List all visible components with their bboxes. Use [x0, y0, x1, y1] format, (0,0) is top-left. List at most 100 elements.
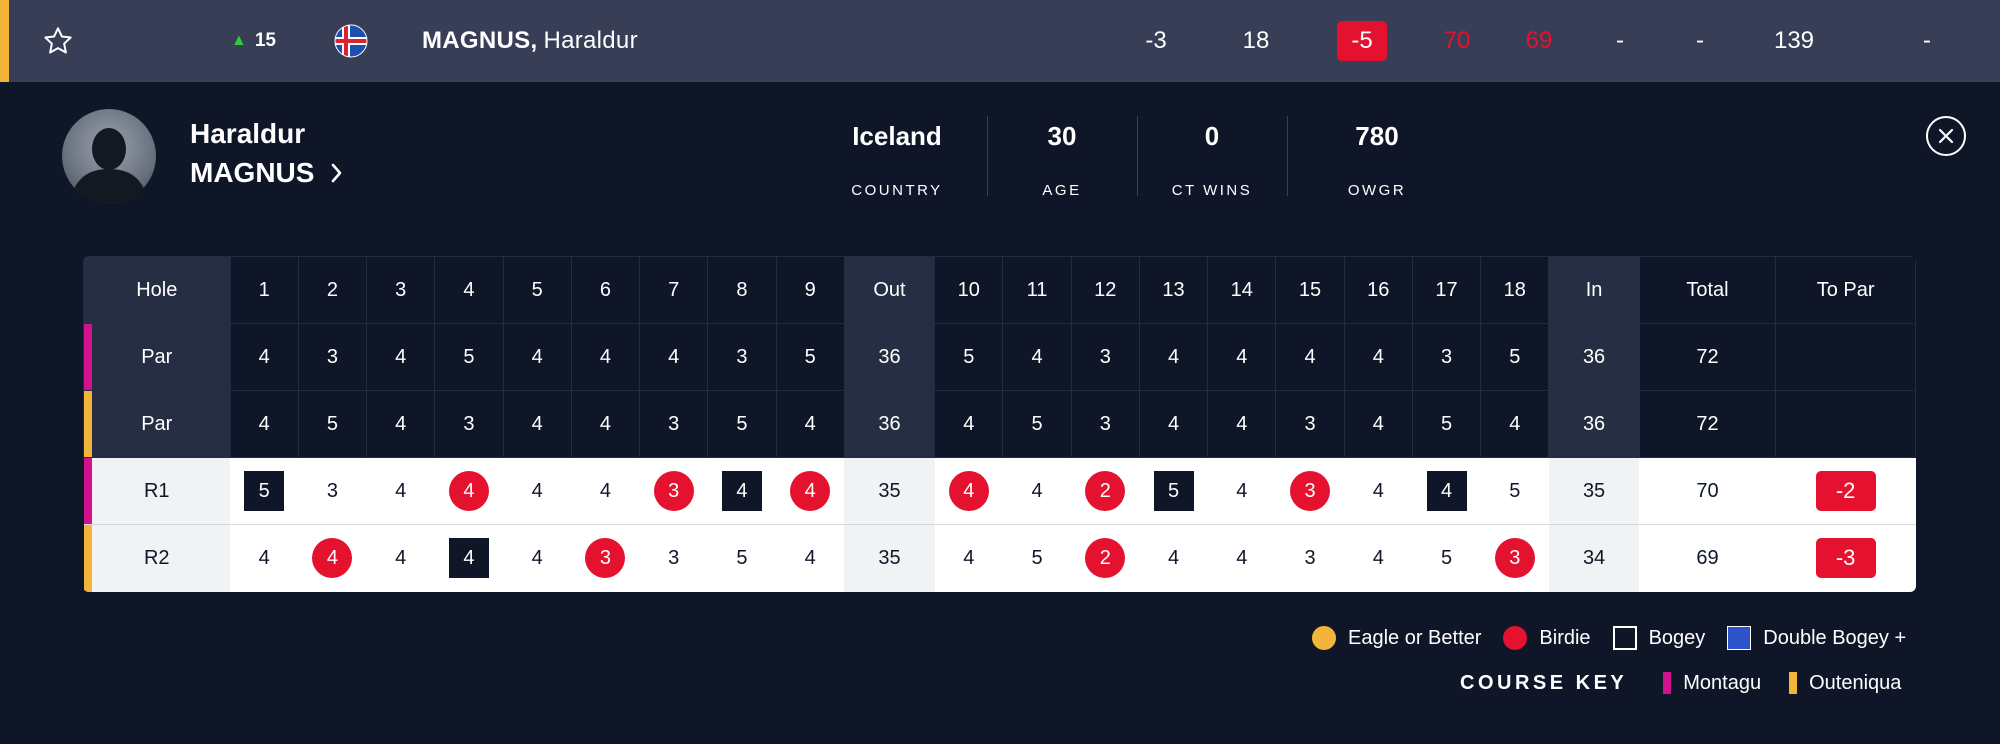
cell-value: Hole	[136, 278, 178, 301]
cell-h14: 4	[1207, 323, 1277, 391]
cell-h16: 4	[1343, 323, 1413, 391]
cell-h15: 3	[1275, 457, 1345, 525]
cell-h12: 2	[1071, 457, 1140, 525]
stat-label: OWGR	[1347, 182, 1407, 199]
cell-h5: 4	[502, 390, 572, 458]
stat-ct-wins: 0 CT WINS	[1137, 118, 1287, 199]
to-par-badge: -3	[1815, 538, 1876, 579]
cell-h15: 3	[1275, 524, 1345, 592]
cell-value: 17	[1435, 278, 1458, 301]
cell-in: In	[1548, 256, 1640, 324]
cell-value: 7	[668, 278, 680, 301]
cell-h3: 3	[366, 256, 436, 324]
bogey-marker: 4	[1426, 471, 1467, 511]
favorite-star-icon[interactable]	[40, 0, 76, 82]
cell-h11: 5	[1002, 390, 1072, 458]
cell-h12: 2	[1071, 524, 1140, 592]
cell-total: 72	[1638, 323, 1777, 391]
birdie-marker: 4	[312, 538, 353, 579]
round-4-score: -	[1696, 27, 1704, 54]
cell-value: 4	[1509, 412, 1521, 435]
cell-value: 5	[1440, 412, 1453, 435]
cell-h15: 3	[1275, 390, 1345, 458]
cell-h6: 3	[571, 524, 640, 592]
cell-value: 4	[963, 546, 975, 569]
cell-value: 5	[804, 345, 816, 368]
cell-out: Out	[843, 256, 936, 324]
cell-value: 36	[878, 412, 901, 435]
cell-value: 5	[531, 278, 543, 301]
legend-birdie: Birdie	[1503, 626, 1591, 650]
cell-value: 4	[463, 278, 475, 301]
cell-value: 4	[963, 412, 975, 435]
cell-h5: 4	[503, 524, 572, 592]
cell-value: 4	[395, 479, 407, 502]
cell-value: 34	[1582, 546, 1606, 569]
player-last-name-link[interactable]: MAGNUS	[190, 157, 315, 188]
cell-label: R2	[83, 524, 231, 592]
cell-h12: 3	[1070, 390, 1140, 458]
cell-value: 4	[531, 412, 543, 435]
cell-value: 3	[1304, 546, 1316, 569]
stat-country: Iceland COUNTRY	[822, 118, 972, 199]
close-button[interactable]	[1926, 116, 1966, 156]
cell-h4: 3	[434, 390, 504, 458]
cell-h16: 4	[1344, 524, 1413, 592]
cell-h2: 4	[298, 524, 367, 592]
stat-label: AGE	[1042, 182, 1082, 199]
cell-in: 36	[1548, 390, 1640, 458]
cell-h17: 17	[1411, 256, 1482, 324]
cell-value: 4	[395, 345, 407, 368]
cell-value: 5	[1440, 546, 1453, 569]
cell-value: 4	[395, 546, 407, 569]
legend-label: Double Bogey +	[1763, 626, 1907, 649]
birdie-marker: 3	[1494, 538, 1535, 579]
cell-to-par: -2	[1775, 457, 1916, 525]
cell-h8: 8	[707, 256, 777, 324]
cell-h4: 4	[434, 256, 504, 324]
cell-value: 6	[599, 278, 611, 301]
leaderboard-row[interactable]: ▲ 15 MAGNUS, Haraldur -3 18 -5 70 69 - -…	[0, 0, 2000, 82]
chevron-right-icon[interactable]	[330, 162, 344, 189]
cell-h13: 5	[1139, 457, 1208, 525]
player-name-link[interactable]: MAGNUS, Haraldur	[422, 0, 638, 82]
cell-h3: 4	[366, 457, 435, 525]
cell-value: 4	[1236, 345, 1248, 368]
cell-h4: 4	[434, 457, 504, 525]
round-3-score: -	[1616, 27, 1624, 54]
cell-label: Par	[83, 390, 231, 458]
birdie-marker: 4	[448, 471, 489, 511]
cell-h17: 4	[1412, 457, 1481, 525]
cell-value: 36	[1582, 345, 1606, 368]
cell-h8: 5	[707, 524, 777, 592]
par-row-outeniqua: Par 4 5 4 3 4 4 3 5 4 36 4 5 3 4 4 3 4 5 4 36 72	[83, 390, 1916, 458]
cell-value: 4	[395, 412, 407, 435]
cell-value: 4	[668, 345, 680, 368]
score-to-par: -3	[1145, 27, 1167, 54]
cell-value: 35	[878, 479, 901, 502]
cell-value: 8	[736, 278, 748, 301]
cell-value: 5	[1509, 345, 1521, 368]
player-first-name: Haraldur	[543, 27, 638, 54]
thru: 18	[1242, 27, 1270, 54]
round-2-score: 69	[1525, 27, 1553, 54]
cell-h14: 14	[1207, 256, 1277, 324]
cell-h17: 3	[1411, 323, 1482, 391]
cell-h18: 5	[1480, 457, 1549, 525]
stat-label: CT WINS	[1171, 182, 1253, 199]
cell-value: 5	[736, 412, 748, 435]
cell-value: 3	[1099, 345, 1111, 368]
movement-value: 15	[254, 30, 276, 51]
cell-value: 4	[531, 546, 543, 569]
cell-h6: 4	[571, 457, 640, 525]
cell-value: 4	[804, 546, 816, 569]
cell-value: 5	[963, 345, 975, 368]
cell-label: Hole	[83, 256, 231, 324]
cell-value: 4	[531, 479, 543, 502]
course-color-bar	[83, 525, 92, 592]
cell-value: 3	[326, 345, 338, 368]
cell-to-par: -3	[1775, 524, 1916, 592]
cell-h9: 9	[775, 256, 845, 324]
cell-value: 18	[1503, 278, 1526, 301]
player-avatar	[62, 109, 156, 203]
